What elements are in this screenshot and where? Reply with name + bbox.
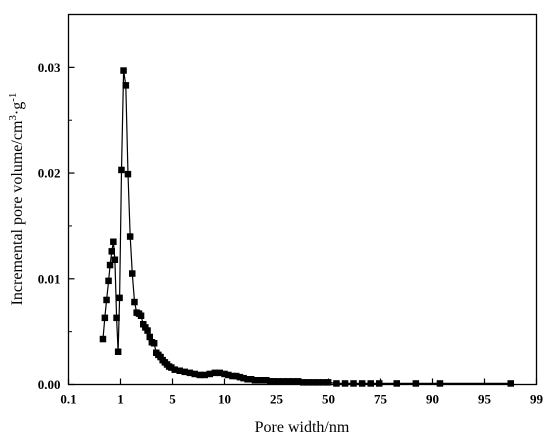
data-point bbox=[113, 314, 120, 322]
x-tick-label: 50 bbox=[322, 392, 335, 407]
data-point bbox=[144, 327, 151, 334]
y-tick-label: 0.01 bbox=[38, 271, 61, 286]
data-point bbox=[105, 277, 112, 285]
data-point bbox=[206, 370, 213, 378]
data-point bbox=[274, 378, 282, 385]
data-point bbox=[99, 335, 107, 343]
data-point bbox=[110, 238, 117, 245]
x-axis-title: Pore width/nm bbox=[255, 419, 350, 436]
data-point bbox=[350, 380, 357, 387]
data-point bbox=[191, 370, 198, 378]
x-tick-label: 10 bbox=[218, 392, 231, 407]
data-point bbox=[333, 380, 340, 387]
data-point bbox=[137, 312, 145, 319]
data-point bbox=[259, 377, 266, 384]
data-point bbox=[300, 379, 307, 386]
data-point bbox=[225, 371, 232, 379]
data-point bbox=[310, 379, 317, 386]
x-tick-label: 0.1 bbox=[60, 392, 76, 407]
data-point bbox=[176, 367, 183, 374]
data-point bbox=[341, 380, 349, 387]
data-point bbox=[233, 372, 240, 380]
data-point bbox=[129, 270, 136, 277]
data-point bbox=[122, 82, 130, 89]
data-point bbox=[118, 166, 125, 174]
data-point bbox=[181, 368, 188, 376]
data-point bbox=[267, 378, 274, 385]
series-layer bbox=[99, 67, 514, 387]
data-point bbox=[150, 340, 158, 347]
data-point bbox=[279, 378, 287, 385]
data-point bbox=[255, 377, 262, 384]
data-point bbox=[251, 377, 259, 384]
data-point bbox=[376, 380, 383, 387]
data-point bbox=[393, 380, 400, 387]
data-point bbox=[116, 294, 123, 302]
y-axis-title-sup-minus-1: -1 bbox=[7, 93, 19, 102]
data-point bbox=[101, 314, 109, 322]
data-point bbox=[211, 369, 219, 377]
y-axis-title-unit-g: ·g bbox=[9, 102, 26, 115]
series-line bbox=[102, 69, 511, 384]
data-point bbox=[201, 371, 208, 379]
x-tick-label: 5 bbox=[169, 392, 176, 407]
data-point bbox=[320, 379, 327, 386]
y-axis-ticks: 0.00 0.01 0.02 0.03 bbox=[38, 60, 75, 392]
data-point bbox=[324, 379, 332, 386]
data-point bbox=[507, 380, 514, 387]
data-point bbox=[216, 369, 223, 377]
data-point bbox=[171, 366, 178, 373]
y-axis-title-main: Incremental pore volume/cm bbox=[9, 120, 26, 305]
data-point bbox=[304, 379, 312, 386]
y-tick-label: 0.02 bbox=[38, 166, 61, 181]
data-point bbox=[106, 261, 114, 269]
data-point bbox=[436, 380, 444, 387]
data-point bbox=[315, 379, 322, 386]
x-tick-label: 95 bbox=[478, 392, 492, 407]
data-point bbox=[289, 378, 297, 385]
data-point bbox=[168, 364, 175, 371]
data-point bbox=[270, 378, 278, 385]
y-axis-title-sup-3: 3 bbox=[7, 115, 19, 121]
data-point bbox=[126, 233, 134, 240]
data-point bbox=[186, 369, 194, 377]
data-point bbox=[247, 376, 255, 383]
data-point bbox=[114, 348, 122, 355]
x-axis-ticks: 0.1 1 5 10 25 50 75 90 95 99 bbox=[60, 378, 544, 407]
data-point bbox=[284, 378, 292, 385]
plot-frame bbox=[67, 13, 538, 386]
data-point bbox=[103, 296, 110, 304]
data-point bbox=[295, 378, 302, 385]
x-tick-label: 99 bbox=[530, 392, 544, 407]
data-point bbox=[120, 67, 127, 74]
data-point bbox=[367, 380, 374, 387]
data-point bbox=[236, 373, 244, 381]
data-point bbox=[108, 248, 115, 255]
x-tick-label: 75 bbox=[374, 392, 388, 407]
data-point bbox=[131, 298, 138, 306]
y-axis-title: Incremental pore volume/cm3·g-1 bbox=[7, 93, 26, 306]
data-point bbox=[111, 256, 119, 263]
data-point bbox=[229, 372, 236, 380]
x-tick-label: 1 bbox=[117, 392, 124, 407]
y-tick-label: 0.00 bbox=[38, 377, 61, 392]
x-tick-label: 90 bbox=[426, 392, 439, 407]
data-point bbox=[146, 333, 153, 341]
data-point bbox=[196, 371, 203, 379]
data-point bbox=[124, 170, 132, 178]
x-tick-label: 25 bbox=[270, 392, 284, 407]
data-point bbox=[412, 380, 420, 387]
data-point bbox=[221, 370, 228, 378]
data-point bbox=[263, 377, 270, 384]
data-point bbox=[244, 376, 251, 383]
data-point bbox=[358, 380, 366, 387]
data-point bbox=[240, 374, 247, 382]
y-tick-label: 0.03 bbox=[38, 60, 61, 75]
